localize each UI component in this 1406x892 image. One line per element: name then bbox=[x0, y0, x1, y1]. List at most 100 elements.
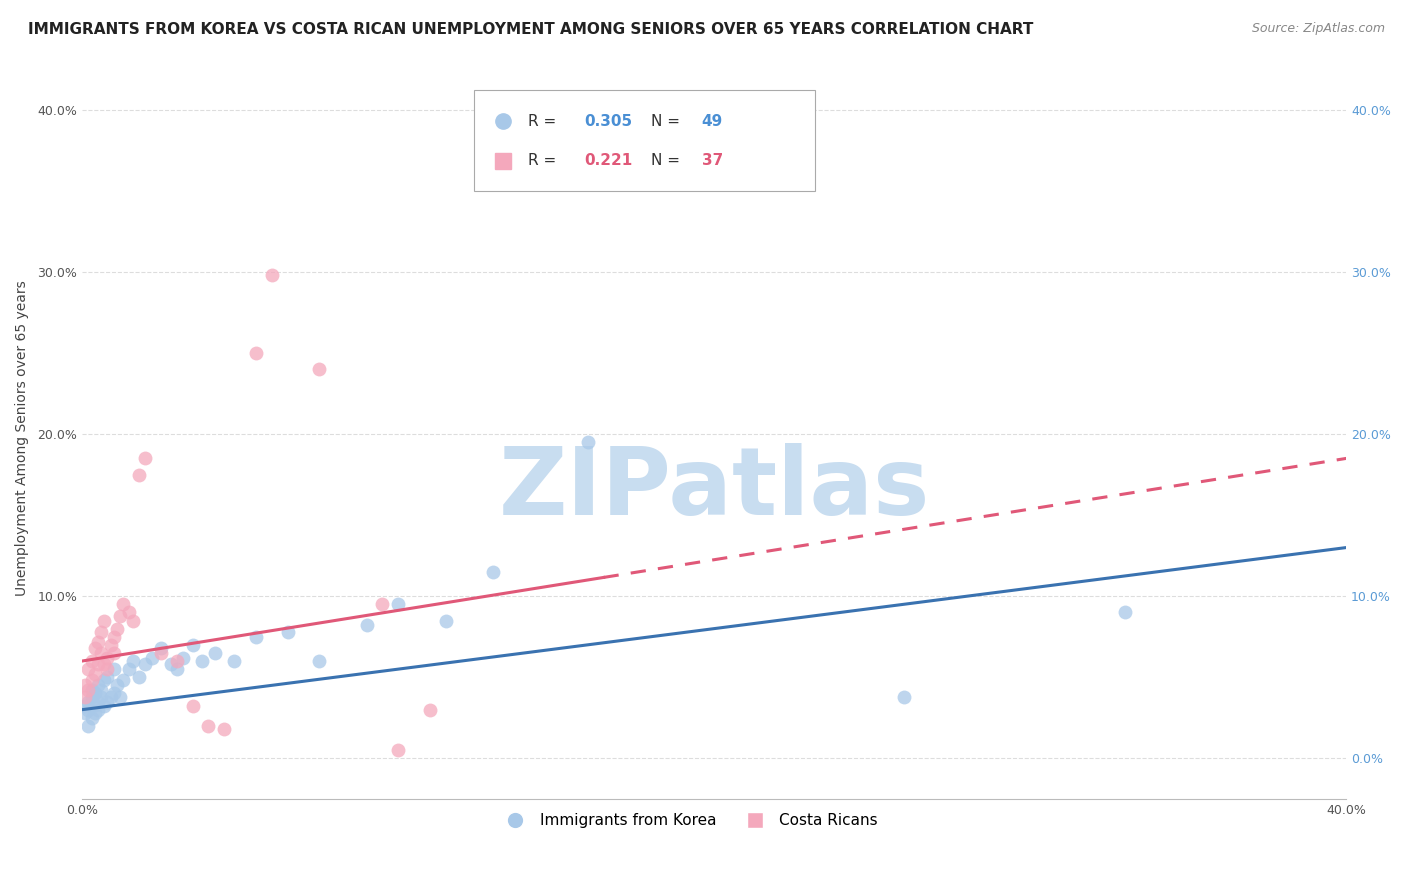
Point bbox=[96, 650, 118, 665]
Point bbox=[482, 565, 505, 579]
Text: ZIPatlas: ZIPatlas bbox=[499, 442, 929, 534]
Point bbox=[118, 662, 141, 676]
Point bbox=[75, 678, 97, 692]
Point bbox=[118, 606, 141, 620]
Point bbox=[128, 670, 150, 684]
Text: 0.221: 0.221 bbox=[583, 153, 633, 169]
Legend: Immigrants from Korea, Costa Ricans: Immigrants from Korea, Costa Ricans bbox=[494, 807, 884, 835]
Point bbox=[83, 641, 105, 656]
Text: 0.305: 0.305 bbox=[583, 114, 633, 129]
Point bbox=[83, 667, 105, 681]
Point bbox=[134, 451, 156, 466]
Point bbox=[419, 703, 441, 717]
Point bbox=[90, 624, 112, 639]
Text: Source: ZipAtlas.com: Source: ZipAtlas.com bbox=[1251, 22, 1385, 36]
Point bbox=[108, 690, 131, 704]
Point bbox=[434, 614, 457, 628]
Point bbox=[80, 683, 103, 698]
Text: R =: R = bbox=[529, 114, 561, 129]
Point bbox=[172, 650, 194, 665]
Point bbox=[80, 654, 103, 668]
Text: N =: N = bbox=[651, 153, 685, 169]
Point bbox=[260, 268, 283, 283]
Point bbox=[308, 362, 330, 376]
Point bbox=[93, 614, 115, 628]
Point bbox=[105, 678, 128, 692]
Point bbox=[159, 657, 181, 672]
Point bbox=[90, 683, 112, 698]
Point bbox=[100, 638, 122, 652]
Point bbox=[245, 346, 267, 360]
Point bbox=[371, 597, 394, 611]
Point bbox=[181, 638, 204, 652]
Point bbox=[93, 699, 115, 714]
Point bbox=[96, 670, 118, 684]
Point bbox=[108, 608, 131, 623]
Point bbox=[77, 683, 100, 698]
Point bbox=[204, 646, 226, 660]
Point bbox=[197, 719, 219, 733]
Point bbox=[77, 662, 100, 676]
Point bbox=[387, 597, 409, 611]
Y-axis label: Unemployment Among Seniors over 65 years: Unemployment Among Seniors over 65 years bbox=[15, 280, 30, 596]
Point bbox=[245, 630, 267, 644]
Point bbox=[87, 703, 110, 717]
Point bbox=[112, 597, 135, 611]
Point bbox=[93, 673, 115, 688]
Point bbox=[103, 630, 125, 644]
Point bbox=[103, 686, 125, 700]
Point bbox=[134, 657, 156, 672]
Point bbox=[166, 662, 188, 676]
Point bbox=[1114, 606, 1136, 620]
Point bbox=[103, 662, 125, 676]
Point bbox=[308, 654, 330, 668]
Point bbox=[100, 690, 122, 704]
Point bbox=[80, 711, 103, 725]
Point bbox=[90, 690, 112, 704]
Point bbox=[87, 634, 110, 648]
Point bbox=[893, 690, 915, 704]
FancyBboxPatch shape bbox=[474, 90, 815, 191]
Text: N =: N = bbox=[651, 114, 685, 129]
Point bbox=[191, 654, 214, 668]
Point bbox=[103, 646, 125, 660]
Point bbox=[75, 690, 97, 704]
Point bbox=[276, 624, 298, 639]
Point bbox=[214, 722, 236, 736]
Point bbox=[576, 435, 599, 450]
Point bbox=[75, 706, 97, 720]
Point bbox=[93, 657, 115, 672]
Point bbox=[83, 698, 105, 712]
Point bbox=[80, 690, 103, 704]
Text: R =: R = bbox=[529, 153, 567, 169]
Point bbox=[87, 657, 110, 672]
Point bbox=[105, 622, 128, 636]
Point bbox=[77, 719, 100, 733]
Point bbox=[222, 654, 245, 668]
Point bbox=[356, 618, 378, 632]
Point bbox=[150, 646, 173, 660]
Text: 37: 37 bbox=[702, 153, 723, 169]
Text: 49: 49 bbox=[702, 114, 723, 129]
Point bbox=[83, 686, 105, 700]
Point bbox=[166, 654, 188, 668]
Point bbox=[121, 614, 143, 628]
Point bbox=[112, 673, 135, 688]
Point bbox=[83, 706, 105, 720]
Point bbox=[150, 641, 173, 656]
Point bbox=[96, 695, 118, 709]
Point bbox=[387, 743, 409, 757]
Point bbox=[87, 678, 110, 692]
Point bbox=[80, 673, 103, 688]
Point bbox=[181, 699, 204, 714]
Point bbox=[87, 695, 110, 709]
Text: IMMIGRANTS FROM KOREA VS COSTA RICAN UNEMPLOYMENT AMONG SENIORS OVER 65 YEARS CO: IMMIGRANTS FROM KOREA VS COSTA RICAN UNE… bbox=[28, 22, 1033, 37]
Point bbox=[96, 662, 118, 676]
Point bbox=[128, 467, 150, 482]
Point bbox=[141, 650, 163, 665]
Point bbox=[77, 703, 100, 717]
Point bbox=[75, 699, 97, 714]
Point bbox=[77, 695, 100, 709]
Point bbox=[90, 646, 112, 660]
Point bbox=[121, 654, 143, 668]
